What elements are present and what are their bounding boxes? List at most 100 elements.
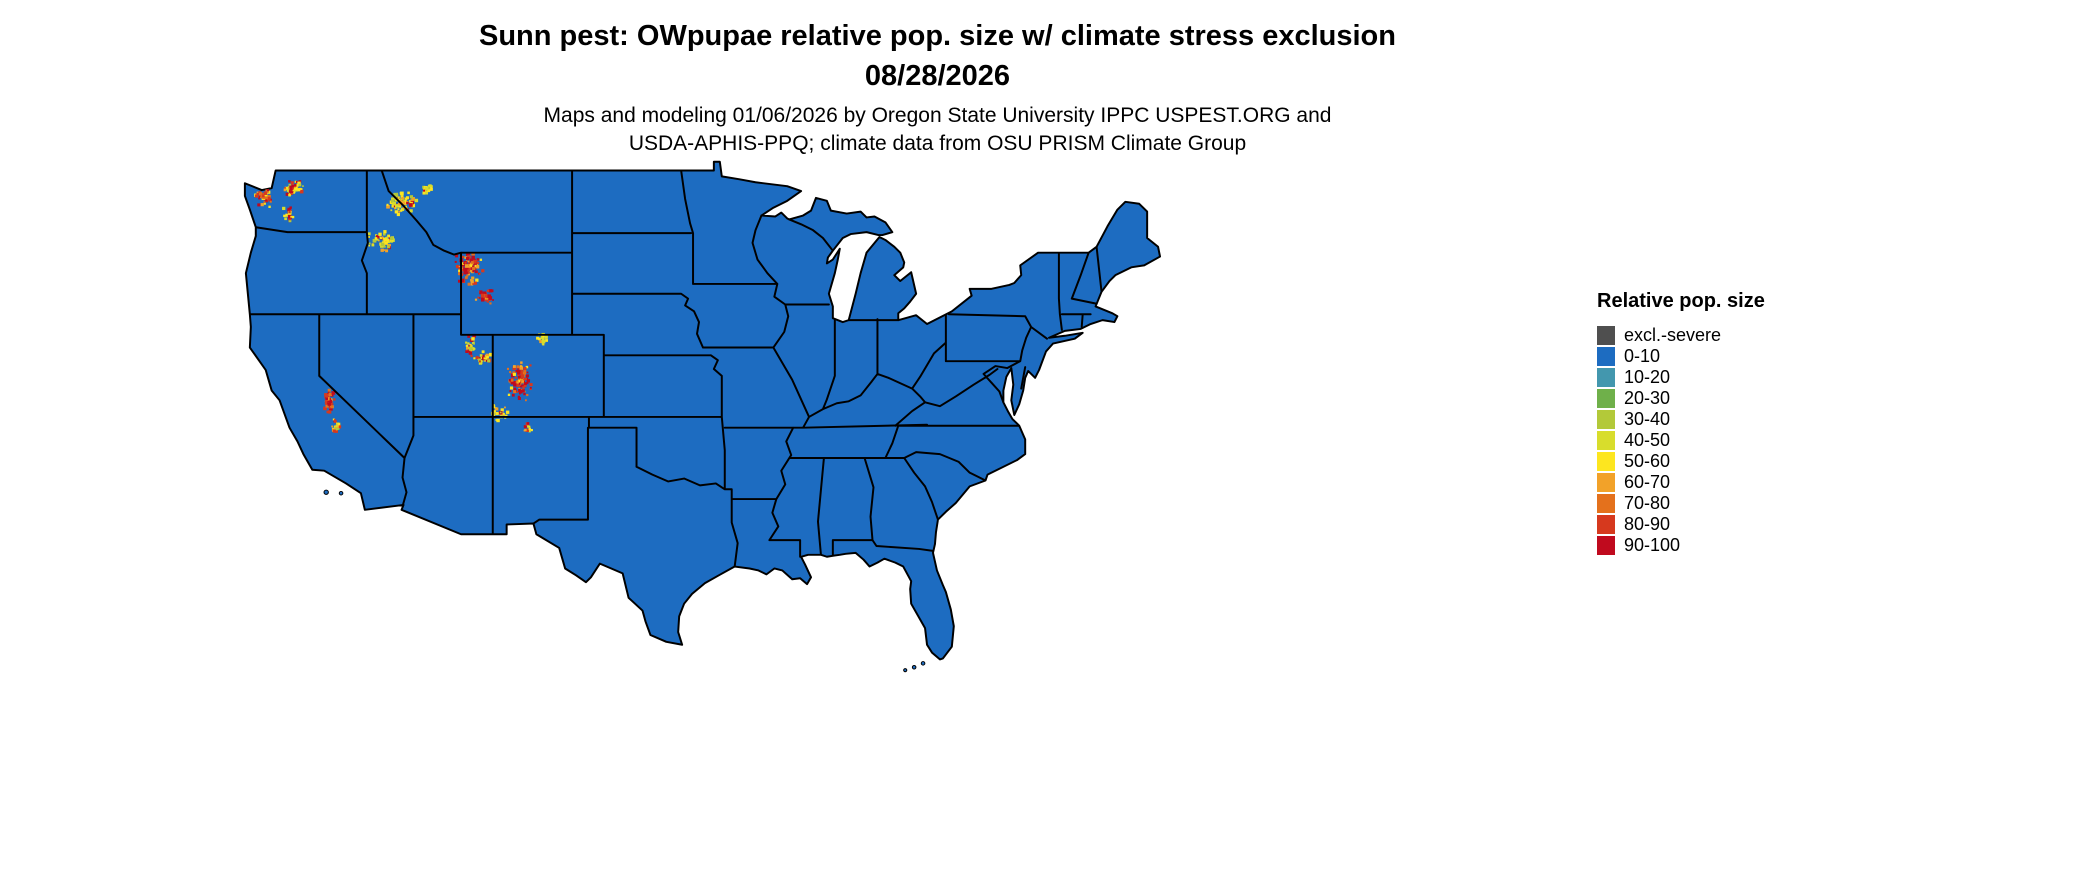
hotspot-pixel — [326, 392, 330, 396]
hotspot-pixel — [478, 272, 481, 275]
hotspot-pixel — [400, 195, 404, 199]
hotspot-pixel — [288, 189, 293, 193]
hotspot-pixel — [386, 204, 390, 209]
hotspot-pixel — [524, 371, 527, 374]
hotspot-pixel — [424, 186, 427, 189]
hotspot-pixel — [330, 393, 334, 397]
hotspot-pixel — [530, 428, 533, 432]
hotspot-pixel — [332, 429, 336, 433]
hotspot-pixel — [505, 410, 510, 414]
hotspot-pixel — [467, 260, 470, 263]
hotspot-pixel — [455, 264, 460, 269]
hotspot-pixel — [461, 263, 465, 267]
us-landmass-shape — [243, 160, 1162, 661]
hotspot-pixel — [254, 194, 259, 198]
hotspot-pixel — [284, 186, 289, 191]
hotspot-pixel — [480, 356, 483, 359]
hotspot-pixel — [375, 235, 380, 239]
hotspot-pixel — [526, 382, 529, 385]
hotspot-pixel — [471, 255, 475, 260]
hotspot-pixel — [325, 397, 329, 401]
hotspot-pixel — [524, 390, 526, 393]
island-group — [323, 489, 926, 673]
hotspot-pixel — [325, 399, 328, 401]
legend-label: 40-50 — [1624, 430, 1671, 450]
hotspot-pixel — [386, 245, 390, 249]
hotspot-pixel — [483, 357, 486, 360]
hotspot-pixel — [262, 196, 266, 200]
hotspot-pixel — [391, 204, 396, 208]
hotspot-pixel — [468, 272, 470, 274]
hotspot-pixel — [523, 369, 527, 373]
hotspot-pixel — [333, 398, 336, 401]
hotspot-pixel — [297, 188, 301, 192]
hotspot-pixel — [521, 389, 525, 393]
hotspot-pixel — [331, 425, 334, 428]
hotspot-pixel — [264, 197, 268, 202]
hotspot-pixel — [287, 208, 290, 212]
hotspot-pixel — [458, 272, 462, 276]
hotspot-pixel — [324, 393, 328, 397]
hotspot-pixel — [468, 351, 473, 355]
legend-swatch — [1597, 431, 1615, 450]
hotspot-pixel — [472, 270, 475, 273]
hotspot-pixel — [379, 236, 383, 240]
hotspot-pixel — [470, 283, 474, 286]
hotspot-pixel — [493, 410, 496, 413]
hotspot-pixel — [398, 198, 401, 202]
legend-label: 60-70 — [1624, 472, 1671, 492]
hotspot-pixel — [260, 203, 264, 207]
hotspot-pixel — [526, 379, 531, 383]
hotspot-pixel — [542, 335, 545, 338]
hotspot-pixel — [408, 200, 411, 202]
hotspot-pixel — [324, 400, 328, 403]
hotspot-pixel — [523, 366, 527, 371]
hotspot-pixel — [298, 180, 302, 183]
hotspot-pixel — [468, 265, 471, 268]
hotspot-pixel — [398, 210, 401, 213]
hotspot-pixel — [490, 289, 494, 293]
hotspot-pixel — [483, 292, 487, 295]
legend-swatch — [1597, 536, 1615, 555]
hotspot-pixel — [536, 336, 540, 340]
hotspot-pixel — [328, 406, 331, 409]
hotspot-pixel — [282, 206, 286, 211]
hotspot-pixel — [479, 258, 483, 261]
hotspot-pixel — [480, 298, 485, 302]
hotspot-pixel — [263, 191, 268, 195]
hotspot-pixel — [294, 186, 298, 191]
hotspot-pixel — [481, 350, 485, 354]
hotspot-pixel — [520, 370, 524, 373]
hotspot-pixel — [519, 384, 523, 388]
hotspot-pixel — [495, 411, 499, 416]
hotspot-pixel — [288, 193, 291, 197]
hotspot-pixel — [510, 381, 515, 385]
legend-item: 60-70 — [1597, 472, 1765, 493]
hotspot-pixel — [523, 425, 527, 429]
hotspot-pixel — [541, 339, 546, 344]
hotspot-pixel — [400, 191, 404, 196]
hotspot-pixel — [516, 369, 520, 373]
hotspot-pixel — [524, 377, 527, 380]
hotspot-pixel — [289, 206, 292, 209]
hotspot-pixel — [475, 264, 480, 269]
hotspot-pixel — [468, 347, 473, 351]
hotspot-pixel — [538, 337, 541, 341]
hotspot-pixel — [469, 258, 473, 262]
hotspot-pixel — [500, 408, 504, 412]
hotspot-pixel — [478, 297, 481, 299]
hotspot-pixel — [519, 366, 524, 370]
hotspot-pixel — [406, 201, 409, 205]
hotspot-pixel — [288, 219, 292, 223]
legend-swatch — [1597, 515, 1615, 534]
hotspot-pixel — [396, 196, 400, 200]
hotspot-pixel — [256, 191, 259, 194]
hotspot-pixel — [386, 203, 389, 206]
hotspot-pixel — [521, 380, 524, 383]
hotspot-pixel — [465, 276, 468, 279]
hotspot-pixel — [468, 344, 471, 347]
hotspot-pixel — [390, 209, 393, 212]
hotspot-pixel — [269, 200, 272, 203]
hotspot-pixel — [516, 383, 519, 386]
